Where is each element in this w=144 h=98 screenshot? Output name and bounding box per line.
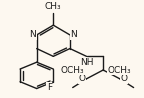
Text: N: N [29,30,36,39]
Text: O: O [79,74,86,83]
Text: CH₃: CH₃ [45,2,62,11]
Text: OCH₃: OCH₃ [108,66,132,75]
Text: NH: NH [80,58,93,67]
Text: F: F [47,83,52,92]
Text: O: O [121,74,127,83]
Text: N: N [71,30,77,39]
Text: OCH₃: OCH₃ [61,66,85,75]
